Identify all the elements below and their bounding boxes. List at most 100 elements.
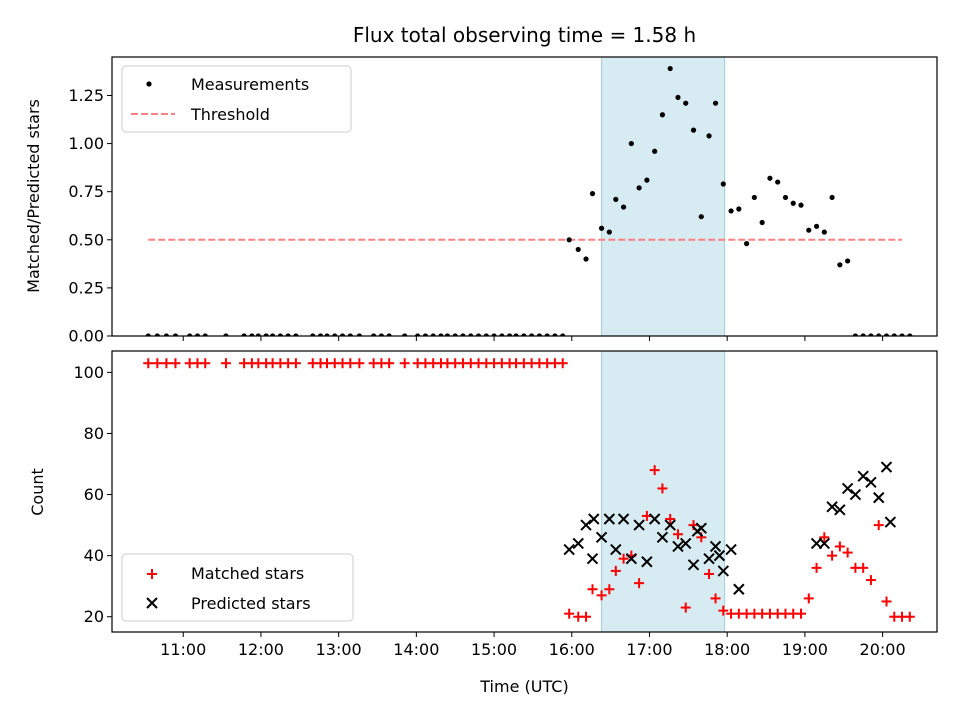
measurement-point: [613, 196, 619, 202]
predicted-star-point: [617, 513, 630, 525]
predicted-star-point: [884, 516, 897, 528]
measurement-point: [868, 333, 874, 336]
measurement-point: [899, 333, 905, 336]
measurement-point: [544, 333, 550, 336]
measurement-point: [324, 333, 330, 336]
matched-star-point: [672, 529, 683, 540]
legend-measurements-label: Measurements: [191, 75, 309, 94]
predicted-star-point: [656, 531, 669, 544]
measurement-point: [598, 225, 605, 231]
measurement-point: [751, 194, 757, 201]
predicted-star-point: [733, 583, 745, 595]
matched-star-point: [811, 562, 822, 573]
measurement-point: [782, 194, 789, 201]
measurement-point: [452, 333, 458, 336]
matched-star-point: [384, 358, 395, 369]
measurement-point: [852, 333, 859, 336]
matched-star-point: [865, 575, 876, 586]
bottom-legend: Matched stars Predicted stars: [121, 553, 354, 622]
measurement-point: [438, 333, 444, 336]
matched-star-point: [354, 358, 365, 369]
x-tick-label: 12:00: [238, 640, 284, 659]
measurement-point: [356, 333, 362, 336]
predicted-star-point: [648, 513, 661, 525]
x-tick-label: 20:00: [860, 640, 906, 659]
matched-star-point: [399, 358, 410, 369]
measurement-point: [187, 333, 193, 336]
measurement-point: [422, 333, 429, 336]
matched-star-point: [803, 593, 814, 604]
measurement-point: [806, 227, 812, 233]
measurement-point: [759, 219, 765, 226]
predicted-star-point: [680, 537, 692, 550]
top-panel: 0.00 0.25 0.50 0.75 1.00 1.25 Measurements Th…: [68, 56, 938, 346]
measurement-point: [468, 333, 474, 336]
x-tick-label: 19:00: [782, 640, 828, 659]
bottom-y-tick-label: 40: [84, 546, 104, 565]
x-tick-label: 17:00: [626, 640, 672, 659]
measurement-point: [163, 333, 169, 336]
matched-star-point: [618, 553, 629, 564]
matched-star-point: [170, 358, 181, 369]
bottom-y-tick-label: 60: [84, 485, 104, 504]
matched-star-point: [596, 590, 607, 601]
predicted-star-point: [641, 556, 653, 568]
measurement-point: [386, 333, 392, 336]
measurement-point: [566, 237, 572, 243]
measurement-point: [775, 179, 781, 185]
predicted-star-point: [588, 513, 600, 525]
measurement-point: [513, 333, 519, 336]
matched-star-point: [819, 532, 830, 543]
matched-star-point: [581, 611, 592, 622]
measurement-point: [285, 333, 291, 336]
matched-star-point: [796, 608, 807, 619]
measurement-point: [698, 214, 704, 220]
bottom-y-tick-label: 20: [84, 607, 104, 626]
measurement-point: [475, 333, 482, 336]
measurement-point: [690, 127, 697, 133]
predicted-star-point: [841, 482, 854, 495]
measurement-point: [145, 333, 151, 336]
measurement-point: [293, 333, 299, 336]
matched-star-point: [904, 611, 915, 622]
matched-star-point: [200, 358, 211, 369]
bottom-y-axis-label: Count: [28, 468, 47, 516]
matched-star-point: [710, 593, 721, 604]
measurement-point: [339, 333, 346, 336]
matched-star-point: [649, 465, 660, 476]
measurement-point: [529, 333, 535, 336]
matched-star-point: [881, 596, 892, 607]
legend-matched-label: Matched stars: [191, 564, 304, 583]
measurement-point: [845, 258, 851, 264]
matched-star-point: [704, 568, 715, 579]
predicted-star-point: [709, 540, 722, 553]
top-y-tick-label: 1.25: [68, 86, 104, 105]
measurement-point: [249, 333, 255, 336]
matched-star-point: [680, 602, 691, 613]
measurement-point: [483, 333, 489, 336]
matched-star-point: [827, 550, 838, 561]
measurement-point: [813, 223, 820, 229]
measurement-point: [712, 100, 719, 106]
predicted-star-point: [580, 519, 592, 531]
predicted-star-point: [873, 491, 885, 504]
predicted-star-point: [603, 513, 616, 525]
matched-star-point: [842, 547, 853, 558]
predicted-star-point: [687, 559, 700, 571]
measurement-point: [575, 246, 581, 253]
measurement-point: [821, 229, 827, 235]
top-y-tick-label: 0.00: [68, 327, 104, 346]
matched-star-point: [657, 483, 668, 494]
matched-star-point: [161, 358, 172, 369]
measurement-point: [415, 333, 421, 336]
bottom-axes-frame: [111, 350, 938, 633]
measurement-point: [883, 333, 890, 336]
predicted-star-point: [834, 504, 846, 516]
matched-star-point: [834, 541, 845, 552]
measurement-point: [683, 100, 689, 106]
measurement-point: [620, 204, 627, 210]
measurement-point: [154, 333, 160, 336]
measurement-point: [907, 333, 913, 336]
predicted-star-point: [586, 552, 599, 565]
